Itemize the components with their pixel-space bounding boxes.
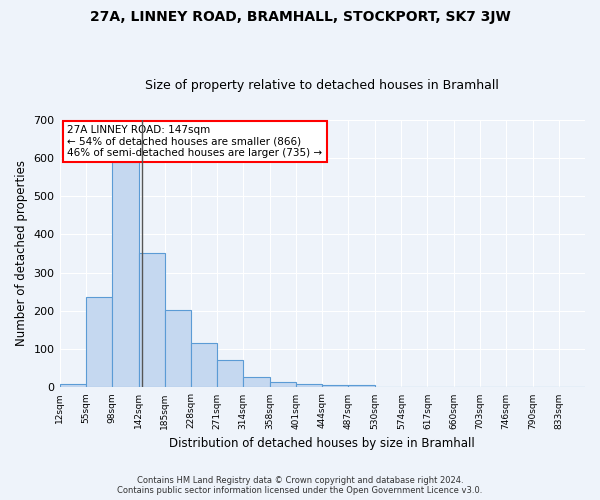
Bar [165, 310, 191, 388]
Bar [243, 377, 270, 388]
Bar [349, 385, 374, 388]
Bar [191, 342, 217, 388]
Bar [139, 254, 165, 388]
Bar [86, 296, 112, 388]
X-axis label: Distribution of detached houses by size in Bramhall: Distribution of detached houses by size … [169, 437, 475, 450]
Bar [270, 382, 296, 388]
Bar [217, 360, 243, 388]
Text: Contains HM Land Registry data © Crown copyright and database right 2024.
Contai: Contains HM Land Registry data © Crown c… [118, 476, 482, 495]
Text: 27A, LINNEY ROAD, BRAMHALL, STOCKPORT, SK7 3JW: 27A, LINNEY ROAD, BRAMHALL, STOCKPORT, S… [89, 10, 511, 24]
Y-axis label: Number of detached properties: Number of detached properties [15, 160, 28, 346]
Bar [112, 162, 139, 388]
Bar [322, 385, 349, 388]
Bar [296, 384, 322, 388]
Bar [59, 384, 86, 388]
Title: Size of property relative to detached houses in Bramhall: Size of property relative to detached ho… [145, 79, 499, 92]
Text: 27A LINNEY ROAD: 147sqm
← 54% of detached houses are smaller (866)
46% of semi-d: 27A LINNEY ROAD: 147sqm ← 54% of detache… [67, 125, 323, 158]
